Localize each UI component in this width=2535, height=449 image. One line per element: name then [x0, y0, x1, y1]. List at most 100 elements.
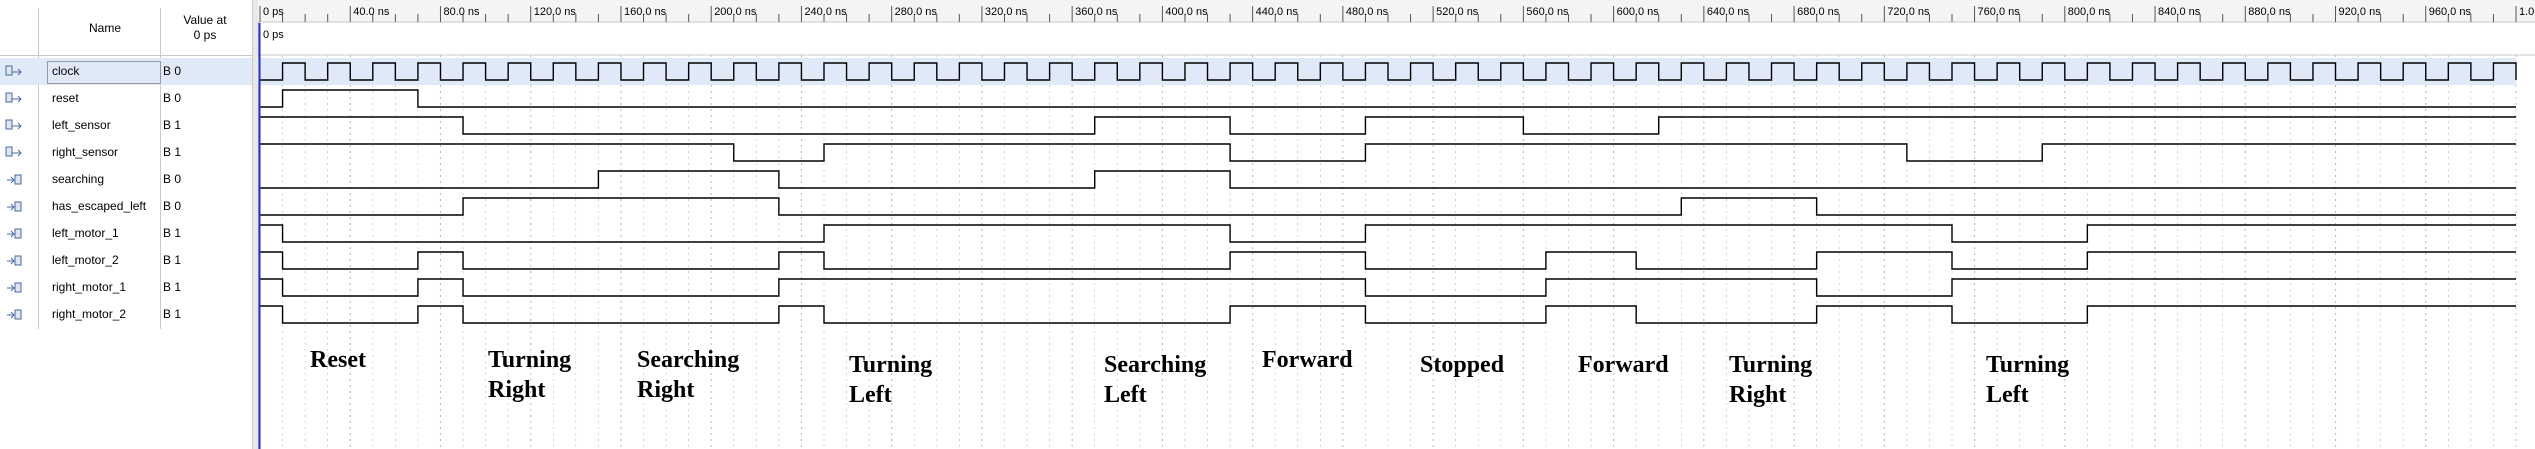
- value-header-line1: Value at: [183, 13, 227, 27]
- signal-value: B 1: [163, 145, 182, 159]
- ruler-tick-label: 360.0 ns: [1075, 6, 1118, 18]
- selection-box: [47, 61, 161, 84]
- ruler-tick-label: 40.0 ns: [353, 6, 390, 18]
- state-annotation: Stopped: [1420, 350, 1504, 380]
- waveform-right-motor-2: [260, 305, 2516, 324]
- annotation-line1: Turning: [488, 347, 572, 373]
- waveform-searching: [260, 170, 2516, 189]
- waveform-left-sensor: [260, 116, 2516, 135]
- signal-value: B 1: [163, 253, 182, 267]
- waveform-right-motor-1: [260, 278, 2516, 297]
- header-divider: [0, 55, 252, 56]
- ruler-tick-label: 600.0 ns: [1617, 6, 1660, 18]
- ruler-tick-label: 760.0 ns: [1978, 6, 2021, 18]
- ruler-tick-label: 280.0 ns: [895, 6, 938, 18]
- ruler-tick-label: 560.0 ns: [1526, 6, 1569, 18]
- output-pin-icon: [7, 282, 22, 293]
- annotation-line2: Left: [849, 382, 892, 408]
- ruler-tick-label: 920.0 ns: [2339, 6, 2382, 18]
- signal-row[interactable]: right_sensor B 1: [0, 139, 252, 166]
- ruler-tick-label: 800.0 ns: [2068, 6, 2111, 18]
- input-pin-icon: [5, 119, 22, 130]
- output-pin-icon: [7, 255, 22, 266]
- signal-row[interactable]: right_motor_1 B 1: [0, 274, 252, 301]
- output-pin-icon: [7, 309, 22, 320]
- cursor-time-label: 0 ps: [263, 29, 284, 41]
- ruler-tick-label: 240.0 ns: [804, 6, 847, 18]
- state-annotation: Searching Right: [637, 345, 739, 405]
- signal-row[interactable]: right_motor_2 B 1: [0, 301, 252, 328]
- state-annotation: Turning Right: [1729, 350, 1812, 410]
- annotation-line2: Left: [1986, 382, 2029, 408]
- annotation-line2: Right: [488, 377, 546, 403]
- ruler-tick-label: 200.0 ns: [714, 6, 757, 18]
- signal-name: clock: [52, 64, 80, 78]
- signal-name: right_motor_1: [52, 280, 127, 294]
- annotation-line2: Right: [637, 377, 695, 403]
- ruler-tick-label: 840.0 ns: [2158, 6, 2201, 18]
- signal-name: left_motor_1: [52, 226, 119, 240]
- annotation-line1: Turning: [849, 352, 933, 378]
- name-column-header[interactable]: Name: [88, 21, 121, 35]
- ruler-tick-label: 720.0 ns: [1887, 6, 1930, 18]
- waveform-left-motor-2: [260, 251, 2516, 270]
- value-header-line2: 0 ps: [193, 28, 217, 42]
- state-annotation: Forward: [1578, 350, 1669, 380]
- waveform-reset: [260, 89, 2516, 108]
- ruler-tick-label: 440.0 ns: [1256, 6, 1299, 18]
- annotation-line1: Reset: [310, 347, 366, 373]
- annotation-line2: Right: [1729, 382, 1787, 408]
- signal-row[interactable]: left_sensor B 1: [0, 112, 252, 139]
- output-pin-icon: [7, 201, 22, 212]
- signal-row[interactable]: reset B 0: [0, 85, 252, 112]
- state-annotation: Reset: [310, 345, 366, 375]
- ruler-tick-label: 480.0 ns: [1346, 6, 1389, 18]
- signal-value: B 1: [163, 307, 182, 321]
- annotation-line1: Searching: [1104, 352, 1207, 378]
- state-annotation: Turning Right: [488, 345, 571, 405]
- value-column-header[interactable]: Value at 0 ps: [163, 8, 247, 48]
- signal-name-panel: Name Value at 0 ps clock B 0 reset B 0 left_…: [0, 0, 253, 449]
- input-pin-icon: [5, 92, 22, 103]
- annotation-line1: Turning: [1986, 352, 2070, 378]
- waveform-clock: [260, 62, 2517, 81]
- column-divider: [38, 8, 39, 329]
- annotation-line1: Stopped: [1420, 352, 1505, 378]
- waveform-right-sensor: [260, 143, 2516, 162]
- ruler-tick-label: 880.0 ns: [2248, 6, 2291, 18]
- signal-row[interactable]: has_escaped_left B 0: [0, 193, 252, 220]
- waveform-left-motor-1: [260, 224, 2516, 243]
- state-annotation: Turning Left: [849, 350, 932, 410]
- signal-value: B 1: [163, 226, 182, 240]
- annotation-line1: Forward: [1578, 352, 1669, 378]
- signal-row[interactable]: left_motor_1 B 1: [0, 220, 252, 247]
- signal-row[interactable]: left_motor_2 B 1: [0, 247, 252, 274]
- signal-row[interactable]: clock B 0: [0, 58, 252, 85]
- output-pin-icon: [7, 174, 22, 185]
- signal-value: B 0: [163, 91, 182, 105]
- signal-value: B 0: [163, 172, 182, 186]
- input-pin-icon: [5, 65, 22, 76]
- ruler-tick-label: 1.0 us: [2519, 6, 2535, 18]
- ruler-tick-label: 0 ps: [263, 6, 284, 18]
- signal-name: left_motor_2: [52, 253, 119, 267]
- ruler-tick-label: 160.0 ns: [624, 6, 667, 18]
- signal-value: B 1: [163, 118, 182, 132]
- signal-name: has_escaped_left: [52, 199, 147, 213]
- waveform-canvas[interactable]: 0 ps 40.0 ns 80.0 ns 120.0 ns 160.0 ns 200.0 …: [258, 0, 2535, 449]
- ruler-tick-label: 520.0 ns: [1436, 6, 1479, 18]
- ruler-tick-label: 400.0 ns: [1165, 6, 1208, 18]
- ruler-tick-label: 80.0 ns: [443, 6, 480, 18]
- state-annotation: Searching Left: [1104, 350, 1206, 410]
- signal-value: B 0: [163, 199, 182, 213]
- time-ruler: [258, 0, 2535, 22]
- waveform-panel[interactable]: 0 ps 40.0 ns 80.0 ns 120.0 ns 160.0 ns 200.0 …: [258, 0, 2535, 449]
- ruler-tick-label: 320.0 ns: [985, 6, 1028, 18]
- signal-name: right_motor_2: [52, 307, 127, 321]
- signal-value: B 1: [163, 280, 182, 294]
- input-pin-icon: [5, 146, 22, 157]
- column-divider[interactable]: [160, 8, 161, 329]
- signal-row[interactable]: searching B 0: [0, 166, 252, 193]
- signal-name: reset: [52, 91, 79, 105]
- state-annotation: Turning Left: [1986, 350, 2069, 410]
